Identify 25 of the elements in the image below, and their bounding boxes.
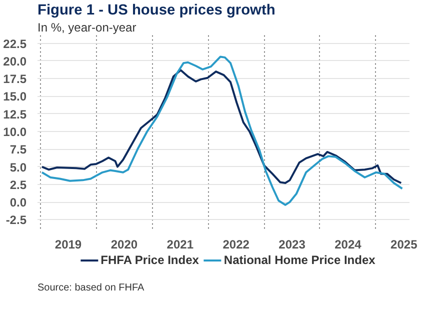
x-tick-label: 2023: [278, 238, 306, 252]
x-tick-label: 2020: [110, 238, 138, 252]
y-tick-label: 5.0: [10, 160, 27, 174]
y-tick-label: 22.5: [3, 36, 27, 51]
source-note: Source: based on FHFA: [38, 282, 145, 294]
y-tick-label: 7.5: [10, 142, 27, 157]
y-tick-label: 2.5: [10, 178, 27, 192]
y-tick-label: 12.5: [3, 107, 27, 122]
y-tick-label: -2.5: [6, 213, 27, 228]
x-tick-label: 2021: [166, 238, 194, 252]
y-tick-label: 17.5: [3, 72, 27, 86]
y-tick-label: 10.0: [3, 125, 27, 139]
y-tick-label: 20.0: [3, 54, 27, 68]
x-tick-label: 2024: [334, 238, 362, 252]
x-tick-label: 2019: [54, 238, 82, 252]
chart-title: Figure 1 - US house prices growth: [38, 2, 276, 18]
chart-subtitle: In %, year-on-year: [38, 20, 136, 34]
y-tick-label: 15.0: [3, 90, 27, 104]
line-series: [40, 56, 404, 206]
line-series: [40, 69, 402, 184]
x-tick-label: 2025: [390, 238, 418, 252]
legend-label: FHFA Price Index: [100, 253, 199, 267]
legend-label: National Home Price Index: [224, 253, 376, 267]
x-tick-label: 2022: [222, 238, 250, 252]
y-tick-label: 0.0: [10, 196, 27, 210]
